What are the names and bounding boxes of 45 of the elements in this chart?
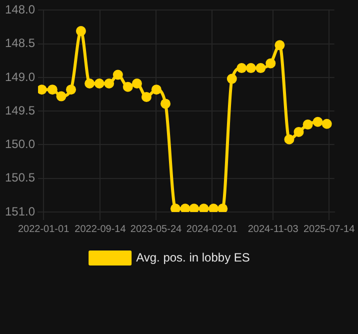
x-tick-label: 2023-05-24 <box>130 224 182 235</box>
legend-label: Avg. pos. in lobby ES <box>136 250 250 264</box>
point <box>180 204 190 212</box>
point <box>246 63 256 74</box>
point <box>266 58 276 68</box>
point <box>208 204 219 212</box>
point <box>38 84 47 95</box>
point <box>160 98 171 109</box>
x-tick-label: 2024-11-03 <box>248 224 299 235</box>
point <box>256 63 266 74</box>
point <box>141 92 152 102</box>
point <box>284 134 294 144</box>
point <box>170 204 180 212</box>
point <box>236 63 247 74</box>
point <box>94 78 104 89</box>
y-tick-label: 150.5 <box>5 170 36 185</box>
x-tick-label: 2022-09-14 <box>74 224 126 235</box>
y-tick-label: 149.0 <box>5 70 36 84</box>
point <box>312 116 323 127</box>
y-tick-label: 149.5 <box>5 103 36 118</box>
point <box>47 84 58 95</box>
x-tick-label: 2024-02-01 <box>186 224 238 235</box>
point <box>226 74 237 84</box>
point <box>76 26 86 36</box>
point <box>122 82 133 92</box>
point <box>104 78 114 89</box>
point <box>218 204 228 212</box>
point <box>274 40 285 50</box>
point <box>66 84 76 95</box>
point <box>84 78 95 89</box>
y-tick-label: 151.0 <box>5 204 36 218</box>
point <box>198 204 209 212</box>
point <box>151 84 162 95</box>
x-tick-label: 2022-01-01 <box>18 224 70 235</box>
point <box>56 91 66 102</box>
point <box>294 126 304 137</box>
y-tick-label: 148.0 <box>5 2 36 17</box>
x-tick-label: 2025-07-14 <box>303 224 356 235</box>
point <box>322 118 332 129</box>
y-tick-label: 150.0 <box>5 137 36 152</box>
point <box>302 120 313 130</box>
point <box>189 204 200 212</box>
y-tick-label: 148.5 <box>5 36 36 50</box>
point <box>112 70 123 80</box>
point <box>132 78 142 89</box>
